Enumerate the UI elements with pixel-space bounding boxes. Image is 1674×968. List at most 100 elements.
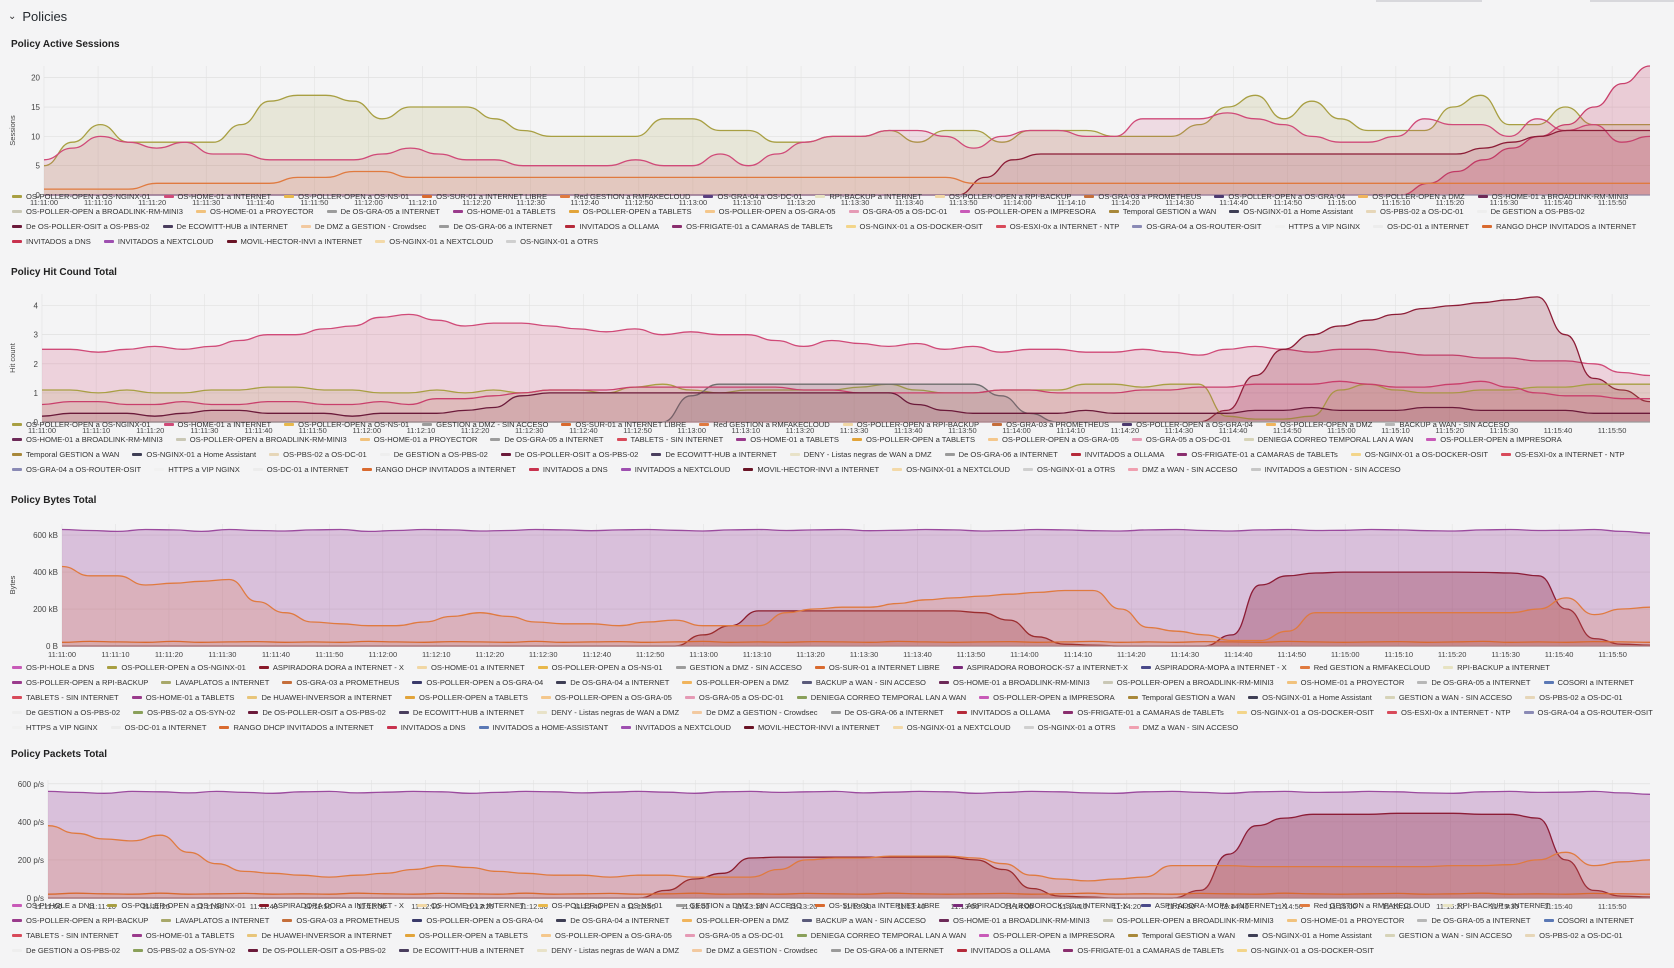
legend-item[interactable]: DENIEGA CORREO TEMPORAL LAN A WAN xyxy=(796,690,966,705)
legend-item[interactable]: OS-FRIGATE-01 a CAMARAS de TABLETs xyxy=(1177,447,1338,462)
legend-item[interactable]: OS-POLLER-OPEN a OS-GRA-05 xyxy=(541,928,672,943)
legend-item[interactable]: OS-POLLER-OPEN a OS-GRA-05 xyxy=(988,432,1119,447)
chart-policy-packets-total[interactable]: 0 p/s 200 p/s 400 p/s 600 p/s 11:11:00 11:11:… xyxy=(0,768,1674,918)
legend-item[interactable]: OS-FRIGATE-01 a CAMARAS de TABLETs xyxy=(1063,943,1224,958)
legend-item[interactable]: OS-POLLER-OPEN a TABLETS xyxy=(568,204,692,219)
legend-item[interactable]: OS-POLLER-OPEN a RPI-BACKUP xyxy=(12,913,148,928)
legend-item[interactable]: OS-GRA-04 a OS-ROUTER-OSIT xyxy=(12,462,141,477)
chart-policy-bytes-total[interactable]: 0 B 200 kB 400 kB 600 kB 11:11:00 11:11:10 11:… xyxy=(0,514,1674,664)
legend-item[interactable]: OS-NGINX-01 a Home Assistant xyxy=(132,447,256,462)
legend-item[interactable]: OS-POLLER-OPEN a BROADLINK-RM-MINI3 xyxy=(175,432,347,447)
legend-item[interactable]: OS-NGINX-01 a NEXTCLOUD xyxy=(892,462,1010,477)
legend-item[interactable]: OS-POLLER-OPEN a OS-NGINX-01 xyxy=(12,417,151,432)
legend-item[interactable]: TABLETS - SIN INTERNET xyxy=(12,690,119,705)
legend-item[interactable]: GESTION a WAN - SIN ACCESO xyxy=(1384,690,1512,705)
legend-item[interactable]: OS-GRA-03 a PROMETHEUS xyxy=(282,913,399,928)
legend-item[interactable]: OS-GRA-05 a OS-DC-01 xyxy=(848,204,947,219)
legend-item[interactable]: De OS-POLLER-OSIT a OS-PBS-02 xyxy=(248,943,386,958)
legend-item[interactable]: OS-POLLER-OPEN a OS-NGINX-01 xyxy=(107,660,246,675)
legend-item[interactable]: OS-GRA-05 a OS-DC-01 xyxy=(1131,432,1231,447)
legend-item[interactable]: OS-POLLER-OPEN a IMPRESORA xyxy=(979,690,1115,705)
legend-item[interactable]: OS-GRA-03 a PROMETHEUS xyxy=(992,417,1109,432)
legend-item[interactable]: OS-NGINX-01 a OTRS xyxy=(1023,462,1115,477)
legend-item[interactable]: OS-DC-01 a INTERNET xyxy=(110,720,206,735)
legend-item[interactable]: OS-POLLER-OPEN a TABLETS xyxy=(404,690,528,705)
legend-item[interactable]: OS-FRIGATE-01 a CAMARAS de TABLETs xyxy=(1063,705,1224,720)
legend-item[interactable]: OS-PBS-02 a OS-DC-01 xyxy=(1525,690,1623,705)
legend-item[interactable]: OS-POLLER-OPEN a OS-NGINX-01 xyxy=(107,898,246,913)
legend-item[interactable]: OS-DC-01 a INTERNET xyxy=(1373,219,1469,234)
legend-item[interactable]: OS-NGINX-01 a NEXTCLOUD xyxy=(892,720,1011,735)
legend-item[interactable]: BACKUP a WAN - SIN ACCESO xyxy=(801,913,926,928)
legend-item[interactable]: OS-POLLER-OPEN a IMPRESORA xyxy=(979,928,1115,943)
legend-item[interactable]: GESTION a DMZ - SIN ACCESO xyxy=(675,898,802,913)
legend-item[interactable]: OS-PBS-02 a OS-SYN-02 xyxy=(133,943,235,958)
legend-item[interactable]: De OS-GRA-06 a INTERNET xyxy=(439,219,552,234)
legend-item[interactable]: INVITADOS a OLLAMA xyxy=(1070,447,1164,462)
legend-item[interactable]: OS-PBS-02 a OS-DC-01 xyxy=(1366,204,1464,219)
legend-item[interactable]: INVITADOS a NEXTCLOUD xyxy=(103,234,214,249)
legend-item[interactable]: OS-POLLER-OPEN a OS-NS-01 xyxy=(284,189,409,204)
legend-item[interactable]: OS-GRA-04 a OS-ROUTER-OSIT xyxy=(1523,705,1653,720)
legend-item[interactable]: OS-POLLER-OPEN a BROADLINK-RM-MINI3 xyxy=(12,204,183,219)
legend-item[interactable]: INVITADOS a GESTION - SIN ACCESO xyxy=(1250,462,1401,477)
legend-item[interactable]: GESTION a DMZ - SIN ACCESO xyxy=(422,417,548,432)
legend-item[interactable]: OS-HOME-01 a BROADLINK-RM-MINI3 xyxy=(12,432,163,447)
legend-item[interactable]: OS-HOME-01 a PROYECTOR xyxy=(359,432,477,447)
legend-item[interactable]: COSORI a INTERNET xyxy=(1543,675,1634,690)
legend-item[interactable]: OS-PBS-02 a OS-DC-01 xyxy=(269,447,367,462)
legend-item[interactable]: OS-NGINX-01 a Home Assistant xyxy=(1229,204,1353,219)
legend-item[interactable]: OS-HOME-01 a PROYECTOR xyxy=(195,204,314,219)
legend-item[interactable]: INVITADOS a OLLAMA xyxy=(956,943,1050,958)
legend-item[interactable]: De ECOWITT-HUB a INTERNET xyxy=(651,447,777,462)
legend-item[interactable]: RANGO DHCP INVITADOS a INTERNET xyxy=(361,462,516,477)
legend-item[interactable]: OS-FRIGATE-01 a CAMARAS de TABLETs xyxy=(672,219,833,234)
legend-item[interactable]: OS-PI-HOLE a DNS xyxy=(12,660,94,675)
legend-item[interactable]: OS-POLLER-OPEN a DMZ xyxy=(682,913,789,928)
legend-item[interactable]: OS-DC-01 a INTERNET xyxy=(252,462,349,477)
legend-item[interactable]: OS-POLLER-OPEN a OS-NS-01 xyxy=(537,660,663,675)
legend-item[interactable]: OS-HOME-01 a PROYECTOR xyxy=(1286,913,1404,928)
legend-item[interactable]: OS-POLLER-OPEN a OS-GRA-05 xyxy=(541,690,672,705)
legend-item[interactable]: OS-POLLER-OPEN a RPI-BACKUP xyxy=(935,189,1071,204)
legend-item[interactable]: HTTPS a VIP NGINX xyxy=(1274,219,1360,234)
legend-item[interactable]: OS-NGINX-01 a OS-DOCKER-OSIT xyxy=(1236,705,1374,720)
chart-policy-hit-count-total[interactable]: 0 1 2 3 4 11:11:00 11:11:10 11:11:20 11:11:30 11:… xyxy=(0,286,1674,436)
legend-item[interactable]: OS-ESXI-0x a INTERNET - NTP xyxy=(995,219,1119,234)
legend-item[interactable]: ASPIRADORA ROBOROCK-S7 a INTERNET-X xyxy=(952,898,1128,913)
legend-item[interactable]: De OS-GRA-05 a INTERNET xyxy=(1417,913,1531,928)
legend-item[interactable]: De OS-GRA-04 a INTERNET xyxy=(556,675,669,690)
legend-item[interactable]: DENY - Listas negras de WAN a DMZ xyxy=(537,943,679,958)
legend-item[interactable]: TABLETS - SIN INTERNET xyxy=(12,928,119,943)
legend-item[interactable]: OS-HOME-01 a TABLETS xyxy=(452,204,556,219)
legend-item[interactable]: De ECOWITT-HUB a INTERNET xyxy=(398,705,524,720)
legend-item[interactable]: OS-GRA-03 a PROMETHEUS xyxy=(1084,189,1201,204)
legend-item[interactable]: OS-PBS-02 a OS-SYN-02 xyxy=(133,705,235,720)
legend-item[interactable]: INVITADOS a DNS xyxy=(12,234,91,249)
legend-item[interactable]: De OS-POLLER-OSIT a OS-PBS-02 xyxy=(500,447,638,462)
legend-item[interactable]: ASPIRADORA DORA a INTERNET - X xyxy=(258,898,404,913)
chevron-down-icon[interactable]: ⌄ xyxy=(8,10,17,22)
legend-item[interactable]: OS-GRA-04 a OS-ROUTER-OSIT xyxy=(1132,219,1262,234)
legend-item[interactable]: LAVAPLATOS a INTERNET xyxy=(161,913,269,928)
legend-item[interactable]: OS-HOME-01 a TABLETS xyxy=(131,928,234,943)
legend-item[interactable]: OS-NGINX-01 a OS-DOCKER-OSIT xyxy=(845,219,983,234)
legend-item[interactable]: ASPIRADORA-MOPA a INTERNET - X xyxy=(1140,660,1287,675)
legend-item[interactable]: LAVAPLATOS a INTERNET xyxy=(161,675,269,690)
legend-item[interactable]: RANGO DHCP INVITADOS a INTERNET xyxy=(1482,219,1636,234)
legend-item[interactable]: OS-POLLER-OPEN a OS-NS-01 xyxy=(537,898,663,913)
legend-item[interactable]: OS-POLLER-OPEN a RPI-BACKUP xyxy=(842,417,979,432)
legend-item[interactable]: De HUAWEI-INVERSOR a INTERNET xyxy=(247,928,392,943)
legend-item[interactable]: ASPIRADORA-MOPA a INTERNET - X xyxy=(1140,898,1287,913)
legend-item[interactable]: De GESTION a OS-PBS-02 xyxy=(1476,204,1585,219)
legend-item[interactable]: Temporal GESTION a WAN xyxy=(1127,928,1235,943)
legend-item[interactable]: Red GESTION a RMFAKECLOUD xyxy=(560,189,690,204)
legend-item[interactable]: OS-POLLER-OPEN a RPI-BACKUP xyxy=(12,675,148,690)
panel-policy-packets-total[interactable]: Policy Packets Total 0 p/s 200 p/s 400 p/s… xyxy=(0,746,1674,968)
legend-item[interactable]: De OS-GRA-05 a INTERNET xyxy=(1417,675,1531,690)
legend-item[interactable]: MOVIL-HECTOR-INVI a INTERNET xyxy=(743,720,880,735)
legend-item[interactable]: Red GESTION a RMFAKECLOUD xyxy=(699,417,830,432)
legend-item[interactable]: DMZ a WAN - SIN ACCESO xyxy=(1128,462,1238,477)
row-header-policies[interactable]: ⌄ Policies xyxy=(8,6,67,26)
legend-item[interactable]: RANGO DHCP INVITADOS a INTERNET xyxy=(219,720,374,735)
